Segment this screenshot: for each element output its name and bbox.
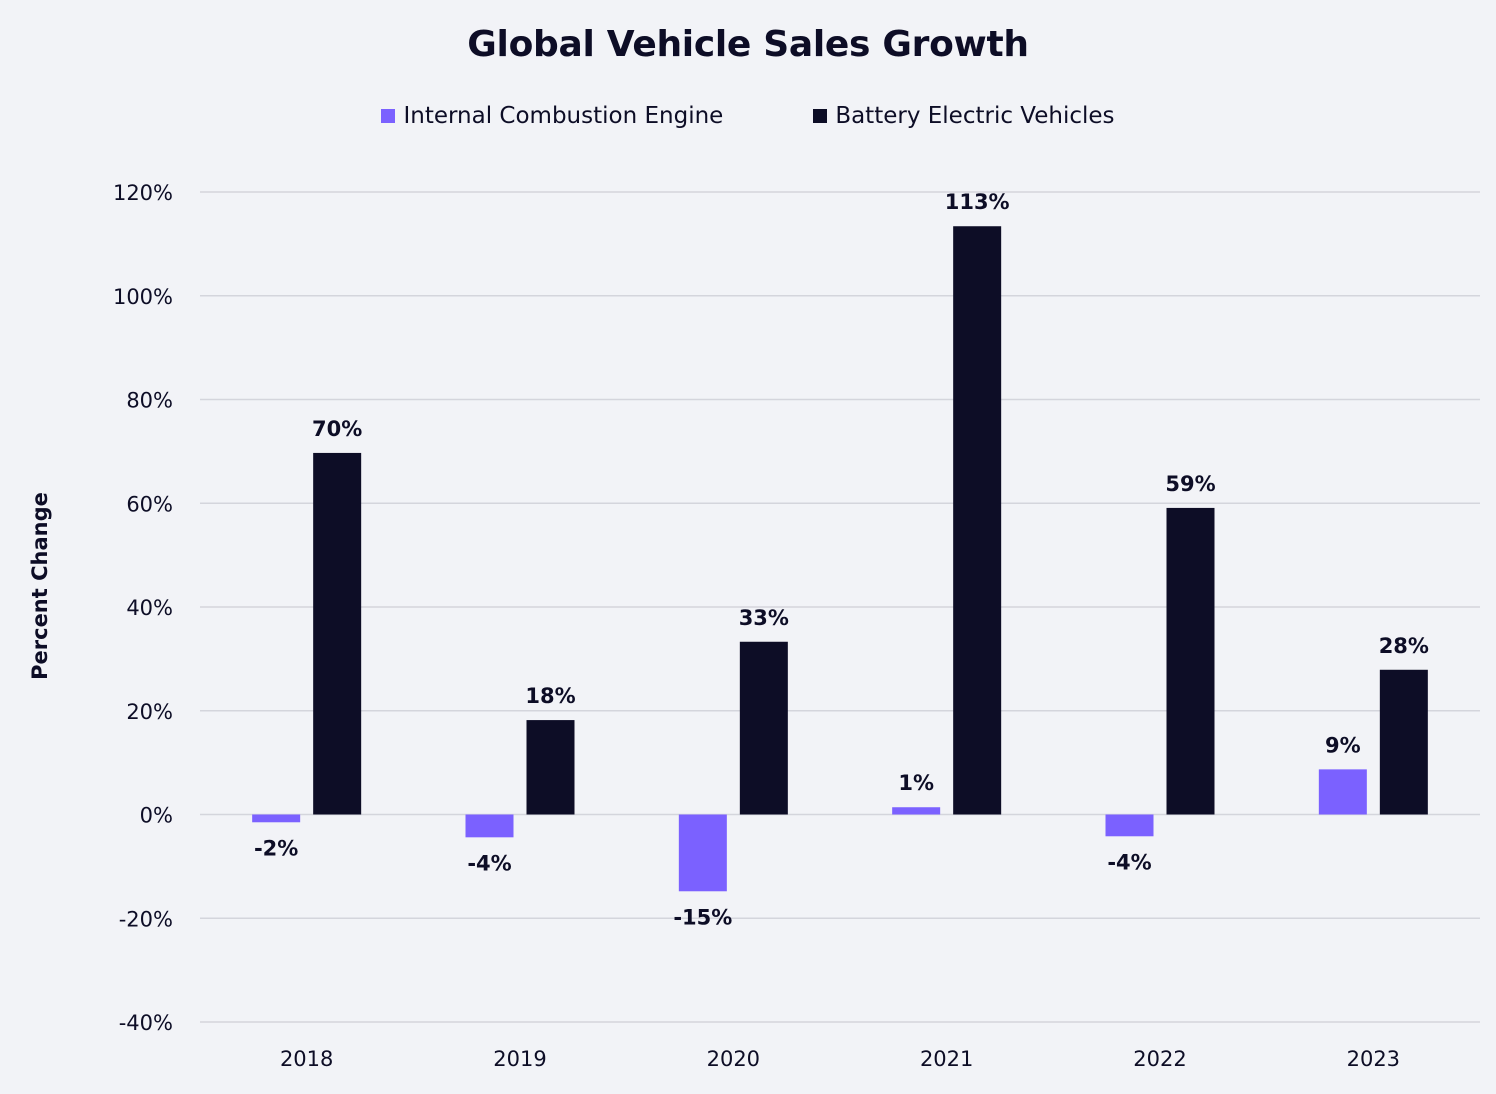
x-tick-label: 2021 [920, 1047, 973, 1071]
data-label-bev: 59% [1165, 472, 1215, 496]
y-tick-label: 20% [126, 700, 173, 724]
data-label-bev: 18% [525, 684, 575, 708]
y-tick-label: 60% [126, 492, 173, 516]
legend-swatch-bev [813, 109, 828, 123]
data-label-ice: -15% [673, 905, 732, 929]
legend-item-ice: Internal Combustion Engine [381, 103, 723, 129]
data-label-bev: 28% [1379, 634, 1429, 658]
bar-ice [252, 814, 301, 823]
bar-ice [678, 814, 727, 892]
bar-bev [953, 226, 1002, 815]
bar-ice [892, 807, 941, 815]
y-tick-label: 80% [126, 389, 173, 413]
x-tick-label: 2018 [280, 1047, 333, 1071]
x-tick-label: 2023 [1347, 1047, 1400, 1071]
bar-ice [1105, 814, 1154, 837]
bar-bev [1379, 669, 1428, 815]
legend-item-bev: Battery Electric Vehicles [813, 103, 1115, 129]
data-label-bev: 70% [312, 417, 362, 441]
y-tick-label: 100% [113, 285, 173, 309]
y-tick-label: 0% [140, 804, 173, 828]
y-tick-label: -20% [119, 907, 173, 931]
y-tick-label: -40% [119, 1011, 173, 1035]
legend-label-ice: Internal Combustion Engine [403, 103, 724, 129]
bar-ice [465, 814, 514, 838]
data-label-ice: -4% [1107, 850, 1151, 874]
bar-bev [313, 452, 362, 815]
data-label-ice: -2% [254, 836, 298, 860]
x-tick-label: 2019 [493, 1047, 546, 1071]
data-label-bev: 113% [945, 190, 1010, 214]
bar-bev [526, 720, 575, 815]
bar-ice [1318, 769, 1367, 815]
chart-title: Global Vehicle Sales Growth [467, 24, 1029, 65]
y-tick-label: 40% [126, 596, 173, 620]
legend-swatch-ice [381, 109, 396, 123]
bar-bev [1166, 507, 1215, 815]
x-tick-label: 2022 [1133, 1047, 1186, 1071]
data-label-bev: 33% [739, 606, 789, 630]
y-tick-label: 120% [113, 181, 173, 205]
x-tick-label: 2020 [707, 1047, 760, 1071]
legend: Internal Combustion Engine Battery Elect… [0, 103, 1496, 129]
legend-label-bev: Battery Electric Vehicles [835, 103, 1115, 129]
bar-bev [739, 641, 788, 815]
data-label-ice: 1% [898, 771, 934, 795]
data-label-ice: 9% [1325, 733, 1361, 757]
data-label-ice: -4% [467, 851, 511, 875]
